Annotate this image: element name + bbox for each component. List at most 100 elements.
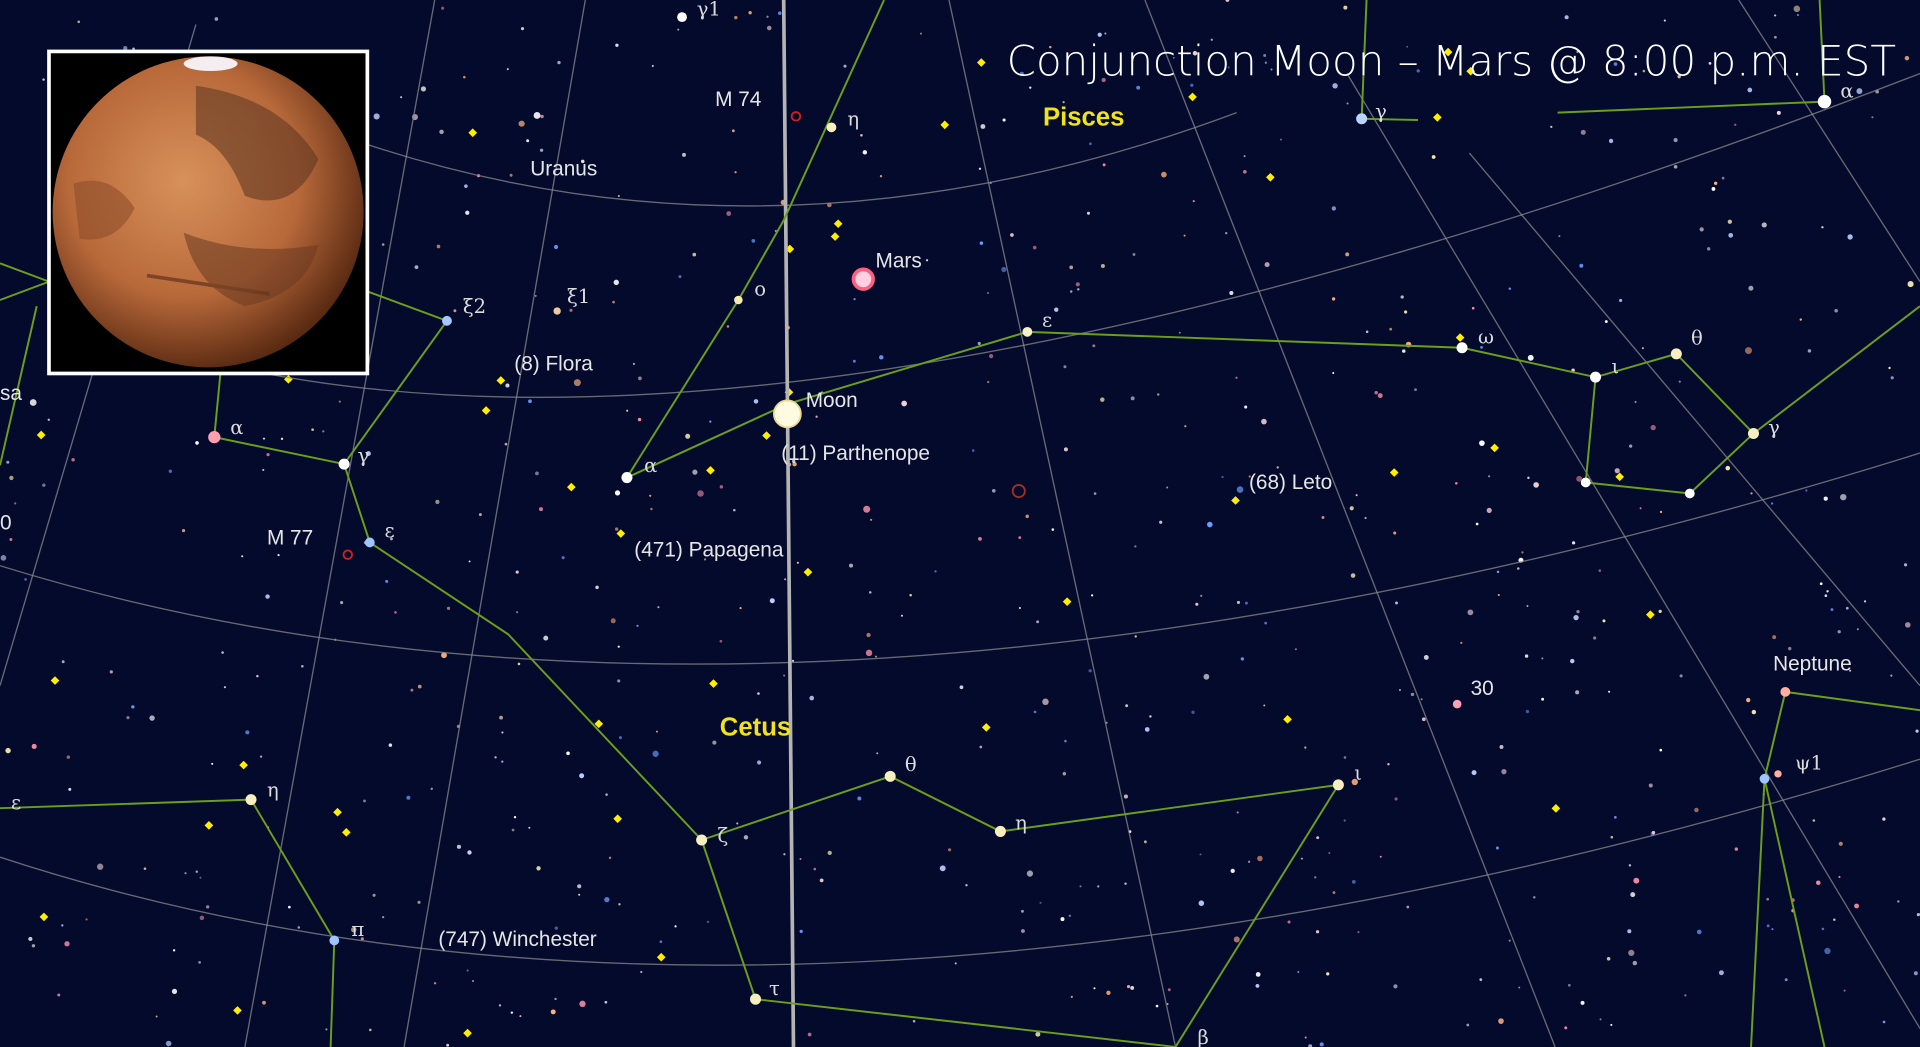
star-dot xyxy=(652,750,659,757)
star-dot xyxy=(1200,594,1203,597)
minor-asteroid xyxy=(709,679,718,688)
star-dot xyxy=(172,949,176,952)
star-dot xyxy=(1799,318,1802,321)
star-dot xyxy=(1123,794,1128,799)
asteroid-label: (8) Flora xyxy=(514,352,593,375)
star-dot xyxy=(1410,692,1415,697)
star-label: γ xyxy=(358,444,370,467)
star-dot xyxy=(1183,234,1186,237)
star-dot xyxy=(685,433,691,439)
star-dot xyxy=(1882,817,1886,821)
star-dot xyxy=(939,865,946,872)
star-dot xyxy=(1524,654,1529,658)
star-dot xyxy=(682,152,686,157)
star-dot xyxy=(613,279,619,286)
star-dot xyxy=(1863,600,1867,603)
star-dot xyxy=(557,60,561,65)
star-dot xyxy=(1708,62,1712,65)
star-dot xyxy=(1750,492,1753,495)
star-dot xyxy=(1508,939,1511,942)
star-dot xyxy=(1207,521,1213,528)
star-dot xyxy=(748,11,752,15)
star-dot xyxy=(1093,987,1096,990)
star-dot xyxy=(1613,62,1618,66)
star-dot xyxy=(513,816,517,819)
star-dot xyxy=(925,259,929,262)
star-dot xyxy=(453,309,457,313)
star-dot xyxy=(543,635,549,641)
star-dot xyxy=(1255,983,1260,988)
star-label: α xyxy=(644,454,657,477)
star-dot xyxy=(66,755,71,759)
star-dot xyxy=(1332,83,1338,89)
star-dot xyxy=(1294,648,1297,651)
star-dot xyxy=(1608,690,1611,693)
star-dot xyxy=(1075,282,1080,287)
star-dot xyxy=(1721,176,1725,180)
star-dot xyxy=(815,415,818,418)
star-dot xyxy=(1125,704,1129,708)
star-dot xyxy=(1882,1020,1886,1024)
star-dot xyxy=(464,184,468,188)
star-dot xyxy=(1019,71,1024,76)
star-dot xyxy=(1718,970,1724,976)
star-dot xyxy=(1287,920,1291,924)
star-dot xyxy=(410,688,414,692)
star-dot xyxy=(540,114,544,119)
star-dot xyxy=(9,475,14,481)
star-dot xyxy=(792,462,797,467)
star-dot xyxy=(536,866,541,871)
star-dot xyxy=(1159,520,1163,524)
star-dot xyxy=(526,139,530,143)
star-dot xyxy=(1357,930,1360,934)
star-dot xyxy=(382,916,385,919)
star-dot xyxy=(9,538,13,541)
star-dot xyxy=(1233,936,1240,943)
star-dot xyxy=(1766,897,1770,901)
star-dot xyxy=(61,924,64,927)
star-dot xyxy=(1847,234,1853,240)
star-dot xyxy=(1069,265,1074,270)
star-dot xyxy=(1332,371,1335,375)
star-dot xyxy=(1308,1044,1313,1047)
star-dot xyxy=(24,578,27,581)
star-dot xyxy=(1480,345,1483,349)
star-dot xyxy=(1713,181,1718,185)
star-dot xyxy=(241,555,244,558)
star-dot xyxy=(617,679,621,683)
star-dot xyxy=(919,32,922,35)
star-dot xyxy=(1304,746,1307,749)
star-dot xyxy=(1236,486,1244,493)
star-dot xyxy=(726,325,730,328)
star-dot xyxy=(608,856,612,860)
star-dot xyxy=(1062,772,1067,776)
star-dot xyxy=(31,743,37,750)
minor-asteroid xyxy=(204,821,214,830)
minor-asteroid xyxy=(50,676,60,685)
star-dot xyxy=(1608,138,1614,144)
star-dot xyxy=(245,730,250,735)
star-dot xyxy=(5,747,11,754)
star-dot xyxy=(1086,211,1090,215)
star-dot xyxy=(1349,506,1354,511)
star-dot xyxy=(446,606,451,610)
star-dot xyxy=(1915,729,1919,733)
star-dot xyxy=(1471,306,1475,310)
star-dot xyxy=(436,244,441,249)
star-dot xyxy=(265,594,270,599)
star-dot xyxy=(1089,142,1092,146)
star-dot xyxy=(1696,929,1702,935)
star-dot xyxy=(879,174,883,178)
star-dot xyxy=(1471,770,1477,776)
star-dot xyxy=(912,1019,916,1023)
star-dot xyxy=(640,970,643,974)
star-dot xyxy=(1321,516,1325,519)
star-dot xyxy=(1264,262,1270,268)
star-dot xyxy=(553,244,559,250)
minor-asteroid xyxy=(706,466,715,475)
star-dot xyxy=(1300,857,1303,860)
star-dot xyxy=(1221,475,1224,479)
star-dot xyxy=(1395,601,1398,605)
star-label: ε xyxy=(1042,308,1052,331)
star-dot xyxy=(1276,466,1279,469)
